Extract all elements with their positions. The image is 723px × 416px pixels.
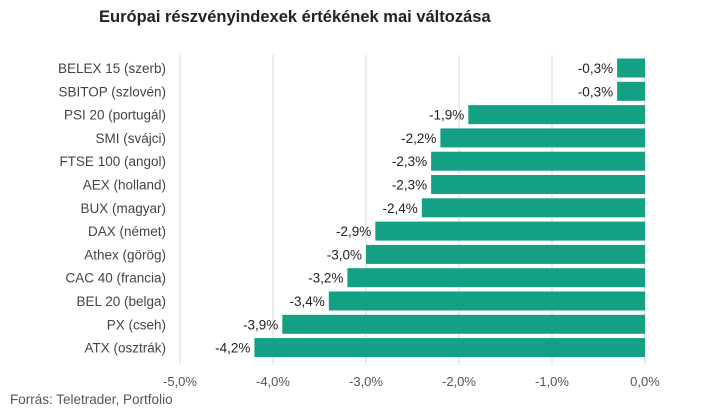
bar: [375, 221, 645, 241]
bar: [328, 291, 645, 311]
data-label: -2,3%: [392, 178, 427, 193]
category-label: AEX (holland): [83, 178, 166, 193]
bar: [468, 105, 645, 125]
category-label: BUX (magyar): [80, 201, 166, 216]
bar: [421, 198, 645, 218]
data-label: -0,3%: [578, 61, 613, 76]
data-label: -2,4%: [383, 201, 418, 216]
bar: [440, 128, 645, 148]
category-label: SMI (svájci): [96, 131, 167, 146]
bar: [617, 58, 645, 78]
x-tick-label: 0,0%: [630, 374, 660, 389]
data-label: -3,0%: [327, 247, 362, 262]
category-label: BEL 20 (belga): [76, 294, 166, 309]
category-label: DAX (német): [88, 224, 166, 239]
x-tick-label: -4,0%: [256, 374, 290, 389]
x-tick-label: -2,0%: [442, 374, 476, 389]
data-label: -2,9%: [336, 224, 371, 239]
category-label: Athex (görög): [84, 247, 166, 262]
source-note: Forrás: Teletrader, Portfolio: [10, 392, 173, 407]
data-label: -0,3%: [578, 84, 613, 99]
data-label: -1,9%: [429, 108, 464, 123]
bar: [617, 81, 645, 101]
bar: [431, 175, 645, 194]
data-label: -3,9%: [243, 317, 278, 332]
category-label: SBITOP (szlovén): [58, 84, 166, 99]
category-label: BELEX 15 (szerb): [58, 61, 166, 76]
chart-title: Európai részvényindexek értékének mai vá…: [99, 8, 491, 26]
data-label: -3,4%: [290, 294, 325, 309]
bar: [431, 151, 645, 171]
category-label: FTSE 100 (angol): [59, 154, 166, 169]
x-tick-label: -1,0%: [535, 374, 569, 389]
bar: [366, 244, 645, 264]
bar: [282, 314, 645, 334]
x-tick-label: -5,0%: [163, 374, 197, 389]
data-label: -2,3%: [392, 154, 427, 169]
data-label: -2,2%: [401, 131, 436, 146]
category-label: PSI 20 (portugál): [64, 108, 166, 123]
data-label: -4,2%: [215, 341, 250, 356]
category-label: PX (cseh): [107, 317, 166, 332]
category-label: ATX (osztrák): [84, 341, 166, 356]
bar: [347, 268, 645, 288]
bar: [254, 338, 645, 358]
category-label: CAC 40 (francia): [65, 271, 166, 286]
x-tick-label: -3,0%: [349, 374, 383, 389]
data-label: -3,2%: [308, 271, 343, 286]
